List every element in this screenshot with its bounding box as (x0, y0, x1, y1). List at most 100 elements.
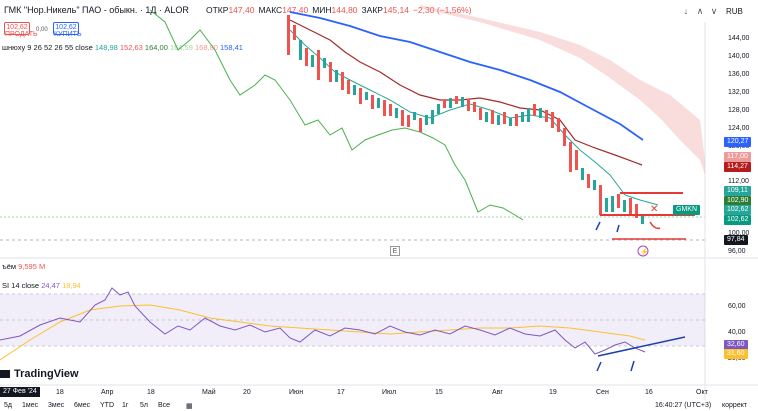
rsi-ma-line (0, 304, 646, 361)
ohlc-value: 145,14 (382, 5, 409, 15)
price-tick: 100,00 (728, 230, 750, 237)
price-tag: 114,27 (724, 162, 751, 172)
price-tick: 112,00 (728, 178, 749, 185)
time-tick: Сен (596, 389, 609, 396)
price-tag: 117,00 (724, 152, 751, 162)
time-tick: 17 (337, 389, 345, 396)
ichimoku-value: 158,41 (220, 43, 243, 52)
range-button[interactable]: Все (158, 402, 171, 409)
volume-value: 9,595 M (18, 262, 46, 271)
sell-price: 102,62 (6, 24, 28, 31)
range-button[interactable]: 5л (140, 402, 148, 409)
rsi-tick: 40,00 (728, 329, 746, 336)
sell-label: ПРОДАТЬ (5, 31, 38, 38)
chevron-up-icon[interactable]: ∧ (696, 6, 704, 16)
rsi-tag: 31,60 (724, 349, 748, 359)
download-icon[interactable]: ↓ (683, 6, 689, 16)
range-button[interactable]: 3мес (48, 402, 65, 409)
time-tick: 15 (435, 389, 443, 396)
time-tick: 16 (645, 389, 653, 396)
price-tick: 96,00 (728, 248, 746, 255)
price-tick: 132,00 (728, 89, 750, 96)
spread-value: 0,00 (36, 27, 48, 33)
price-tag: 97,84 (724, 235, 748, 245)
time-tick: Апр (101, 389, 114, 396)
date-badge: 27 Фев '24 (0, 387, 40, 397)
ohlc-value: 144,80 (331, 5, 358, 15)
ichimoku-value: 168,80 (194, 43, 221, 52)
rsi-arrow-2 (630, 360, 635, 372)
candles (287, 15, 644, 224)
tradingview-logo: TradingView (0, 368, 100, 384)
blue-arrow-2 (616, 224, 620, 233)
ichimoku-value: 152,63 (119, 43, 145, 52)
price-tick: 140,00 (728, 53, 750, 60)
rsi-value: 24,47 (41, 281, 60, 290)
logo-text: TradingView (14, 368, 79, 380)
rsi-tick: 60,00 (728, 303, 746, 310)
logo-icon (0, 370, 10, 379)
base-line-blue (289, 11, 644, 141)
range-button[interactable]: 1г (122, 402, 129, 409)
range-button[interactable]: YTD (100, 402, 114, 409)
ohlc-value: 147,40 (282, 5, 309, 15)
range-button[interactable]: 1мес (22, 402, 39, 409)
volume-label: ъём (2, 262, 17, 271)
range-button[interactable]: 6мес (74, 402, 91, 409)
ohlc-key: МИН (312, 5, 332, 15)
ohlc-key: МАКС (258, 5, 283, 15)
chevron-down-icon[interactable]: ∨ (710, 6, 718, 16)
range-button[interactable]: 5д (4, 402, 12, 409)
currency-label[interactable]: RUB (726, 7, 743, 16)
chart-header (0, 0, 758, 22)
blue-arrow-1 (595, 221, 601, 231)
price-tick: 124,00 (728, 125, 750, 132)
price-tick: 128,00 (728, 107, 750, 114)
price-tag: 109,11 (724, 186, 751, 196)
rsi-tag: 32,60 (724, 340, 748, 350)
svg-text:⚡: ⚡ (640, 247, 649, 256)
bottom-toolbar: 5д 1мес 3мес 6мес YTD 1г 5л Все ▦ 16:40:27 (UTC+3… (0, 401, 758, 411)
ticker-tag: GMKN (673, 205, 700, 215)
rsi-arrow-1 (596, 361, 602, 372)
volume-legend[interactable]: ъём 9,595 M (2, 262, 45, 271)
rsi-band (0, 294, 705, 346)
time-tick: 19 (549, 389, 557, 396)
calendar-icon[interactable]: ▦ (186, 403, 193, 410)
sell-button[interactable]: 102,62 ПРОДАТЬ (4, 22, 38, 38)
ohlc-value: 147,40 (228, 5, 255, 15)
lightning-icon (637, 245, 649, 257)
adjust-button[interactable]: коррект (722, 402, 748, 409)
buy-button[interactable]: 102,62 КУПИТЬ (53, 22, 82, 38)
ohlc-value: −2,30 (−1,56%) (412, 5, 472, 15)
rsi-line (0, 287, 646, 355)
rsi-legend[interactable]: SI 14 close 24,47 18,94 (2, 281, 81, 290)
rsi-label: SI 14 close (2, 281, 40, 290)
time-tick: 18 (56, 389, 64, 396)
time-tick: 18 (147, 389, 155, 396)
clock-time: 16:40:27 (UTC+3) (655, 402, 712, 409)
ohlc-key: ЗАКР (361, 5, 383, 15)
buy-label: КУПИТЬ (54, 31, 82, 38)
buy-price: 102,62 (55, 24, 77, 31)
symbol-title[interactable]: ГМК "Нор.Никель" ПАО - обыкн. · 1Д · ALO… (4, 5, 189, 15)
time-tick: 20 (243, 389, 251, 396)
price-tag: 102,62 (724, 215, 752, 225)
tenkan-line (289, 29, 659, 206)
time-tick: Июн (289, 389, 304, 396)
price-tag: 102,62 (724, 205, 752, 215)
time-tick: Авг (492, 389, 503, 396)
time-tick: Май (202, 389, 216, 396)
price-tick: 144,00 (728, 35, 750, 42)
ichimoku-legend-label: шнюху 9 26 52 26 55 close (2, 43, 93, 52)
red-arrow (649, 221, 661, 230)
ichimoku-cloud (420, 5, 705, 175)
ohlc-readout: ОТКР147,40 МАКС147,40 МИН144,80 ЗАКР145,14−… (206, 5, 476, 15)
price-tag: 120,27 (724, 137, 752, 147)
earnings-marker[interactable]: E (390, 246, 400, 256)
cross-mark: ✕ (650, 204, 658, 215)
kijun-line (289, 19, 643, 166)
price-tick: 136,00 (728, 71, 750, 78)
ichimoku-value: 148,98 (94, 43, 120, 52)
